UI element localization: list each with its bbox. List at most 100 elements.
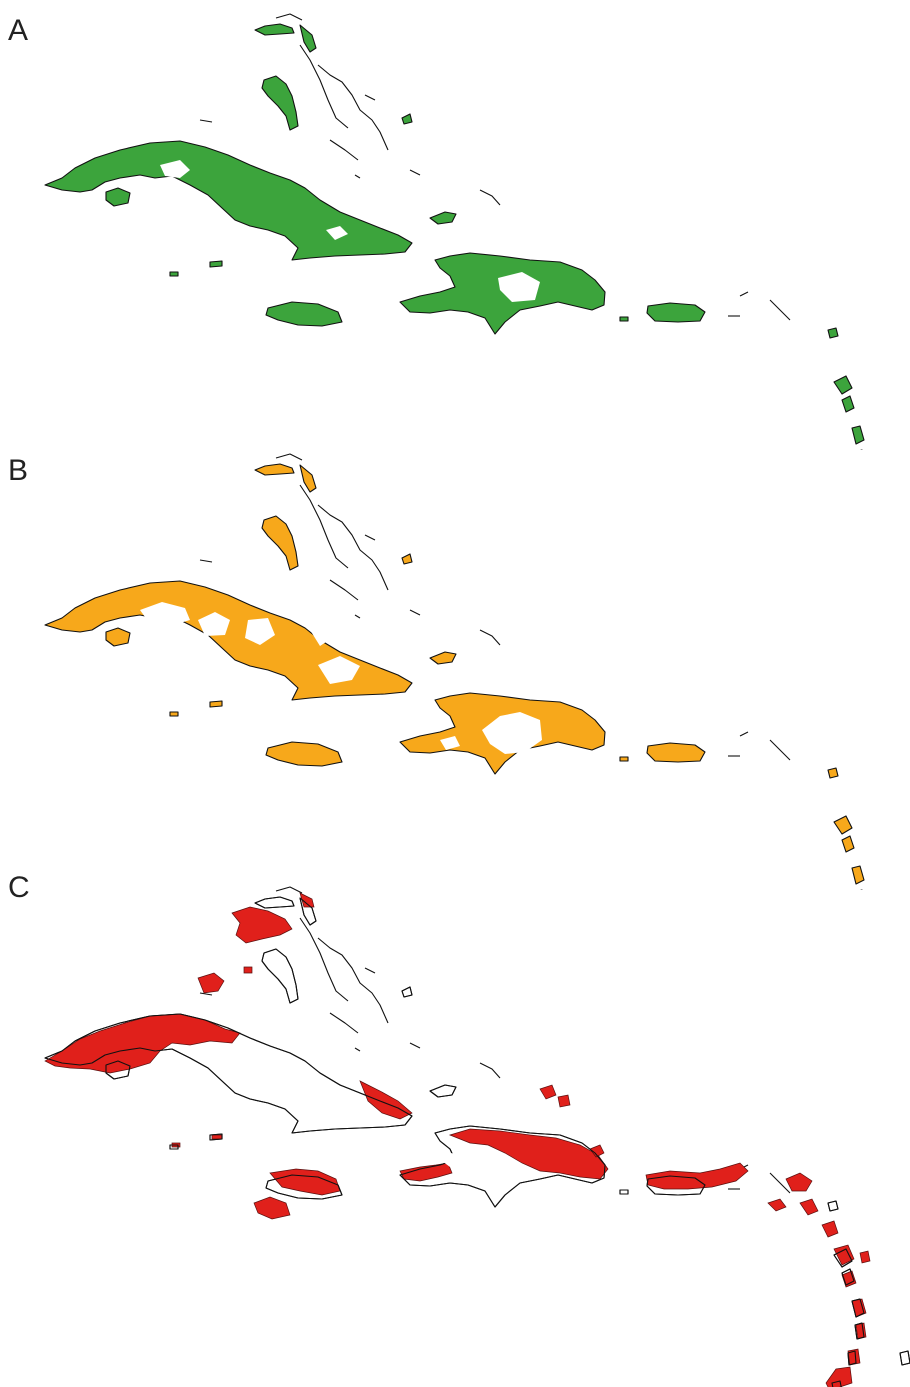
unsuitable-area <box>160 160 190 178</box>
suitable-area-fragment <box>799 1198 819 1216</box>
island-lesser3 <box>851 425 865 445</box>
map-c <box>44 886 910 1387</box>
island-cuba <box>44 140 413 261</box>
island-small-c <box>619 1189 629 1195</box>
coastline-small-b <box>209 1133 223 1141</box>
cay-outline <box>364 94 376 101</box>
island-jamaica <box>265 301 343 327</box>
coastline-small-e <box>401 986 413 998</box>
coastline-abaco <box>299 897 317 926</box>
coastline-caicos <box>429 1084 457 1098</box>
suitable-area-fragment <box>399 1162 453 1182</box>
panel-label-c: C <box>8 871 30 904</box>
cay-outline <box>329 139 359 161</box>
island-small-b <box>209 700 223 708</box>
suitable-area-fragment <box>785 1172 813 1192</box>
cay-outline <box>299 484 349 569</box>
island-andros <box>261 75 299 131</box>
cay-outline <box>317 504 389 591</box>
map-panel-a: A <box>0 0 910 450</box>
island-caicos <box>429 211 457 225</box>
cay-outline <box>364 967 376 974</box>
cay-outline <box>317 937 389 1024</box>
cay-outline <box>199 119 213 123</box>
island-small-d <box>827 327 839 339</box>
unsuitable-area <box>318 656 360 684</box>
island-lesser1 <box>833 375 853 395</box>
cay-outline <box>354 614 361 619</box>
cay-outline <box>769 739 791 761</box>
coastline-juventud <box>105 1060 131 1080</box>
suitable-area-fragment <box>448 1128 609 1180</box>
unsuitable-area <box>140 602 190 626</box>
map-panel-b: B <box>0 440 910 890</box>
coastline-andros <box>261 948 299 1004</box>
suitable-area-fragment <box>589 1144 605 1158</box>
unsuitable-area <box>245 618 275 645</box>
cay-outline <box>409 609 421 616</box>
island-abaco <box>299 24 317 53</box>
suitable-area-fragment <box>197 972 225 994</box>
coastline-hispaniola <box>399 1125 606 1208</box>
cay-outline <box>199 992 213 996</box>
coastline-lesser6 <box>831 1380 842 1387</box>
cay-outline <box>299 917 349 1002</box>
suitable-area-fragment <box>211 1134 223 1140</box>
suitable-area-fragment <box>243 966 253 974</box>
island-andros <box>261 948 299 1004</box>
cay-outline <box>769 1172 791 1194</box>
cay-outline <box>199 559 213 563</box>
suitable-area-fragment <box>359 1080 413 1120</box>
map-panel-c: C <box>0 865 910 1387</box>
cay-outline <box>354 174 361 179</box>
island-puerto-rico <box>646 302 706 323</box>
coastline-grand-bahama <box>254 896 295 909</box>
island-lesser2 <box>841 395 855 413</box>
suitable-area-fragment <box>539 1084 557 1100</box>
island-grand-bahama <box>254 23 295 36</box>
unsuitable-area <box>326 226 348 240</box>
cay-outline <box>479 189 501 206</box>
panel-label-a: A <box>8 14 29 47</box>
island-small-a <box>169 271 179 277</box>
island-juventud <box>105 627 131 647</box>
island-small-b <box>209 260 223 268</box>
cay-outline <box>329 579 359 601</box>
map-b <box>44 453 865 890</box>
panel-label-b: B <box>8 454 29 487</box>
island-small-e <box>401 553 413 565</box>
unsuitable-area <box>438 1153 462 1167</box>
island-puerto-rico <box>646 742 706 763</box>
unsuitable-area <box>198 612 230 636</box>
coastline-lesser5 <box>847 1350 857 1366</box>
island-lesser2 <box>841 835 855 853</box>
cay-outline <box>409 169 421 176</box>
suitable-area-fragment <box>855 1322 867 1340</box>
suitable-area-fragment <box>833 1244 855 1266</box>
cay-outline <box>364 534 376 541</box>
suitable-area-fragment <box>299 892 315 908</box>
island-small-a <box>169 711 179 717</box>
suitable-area-fragment <box>825 1366 853 1387</box>
cay-outline <box>275 886 303 894</box>
cay-outline <box>769 299 791 321</box>
suitable-area-fragment <box>645 1162 749 1190</box>
island-small-e <box>401 113 413 125</box>
cay-outline <box>329 1012 359 1034</box>
cay-outline <box>275 453 303 461</box>
unsuitable-area <box>482 712 542 754</box>
island-abaco <box>299 464 317 493</box>
coastline-lesser1 <box>833 1248 853 1268</box>
coastline-small-a <box>169 1144 179 1150</box>
island-small-c <box>619 756 629 762</box>
coastline-lesser2 <box>841 1268 855 1286</box>
suitable-area-fragment <box>557 1094 571 1108</box>
cay-outline <box>275 13 303 21</box>
island-lesser3 <box>851 865 865 885</box>
unsuitable-area <box>498 272 540 302</box>
coastline-puerto-rico <box>646 1175 706 1196</box>
cay-outline <box>317 64 389 151</box>
suitable-area-fragment <box>767 1198 787 1212</box>
cay-outline <box>299 44 349 129</box>
coastline-lesser4 <box>854 1322 865 1340</box>
